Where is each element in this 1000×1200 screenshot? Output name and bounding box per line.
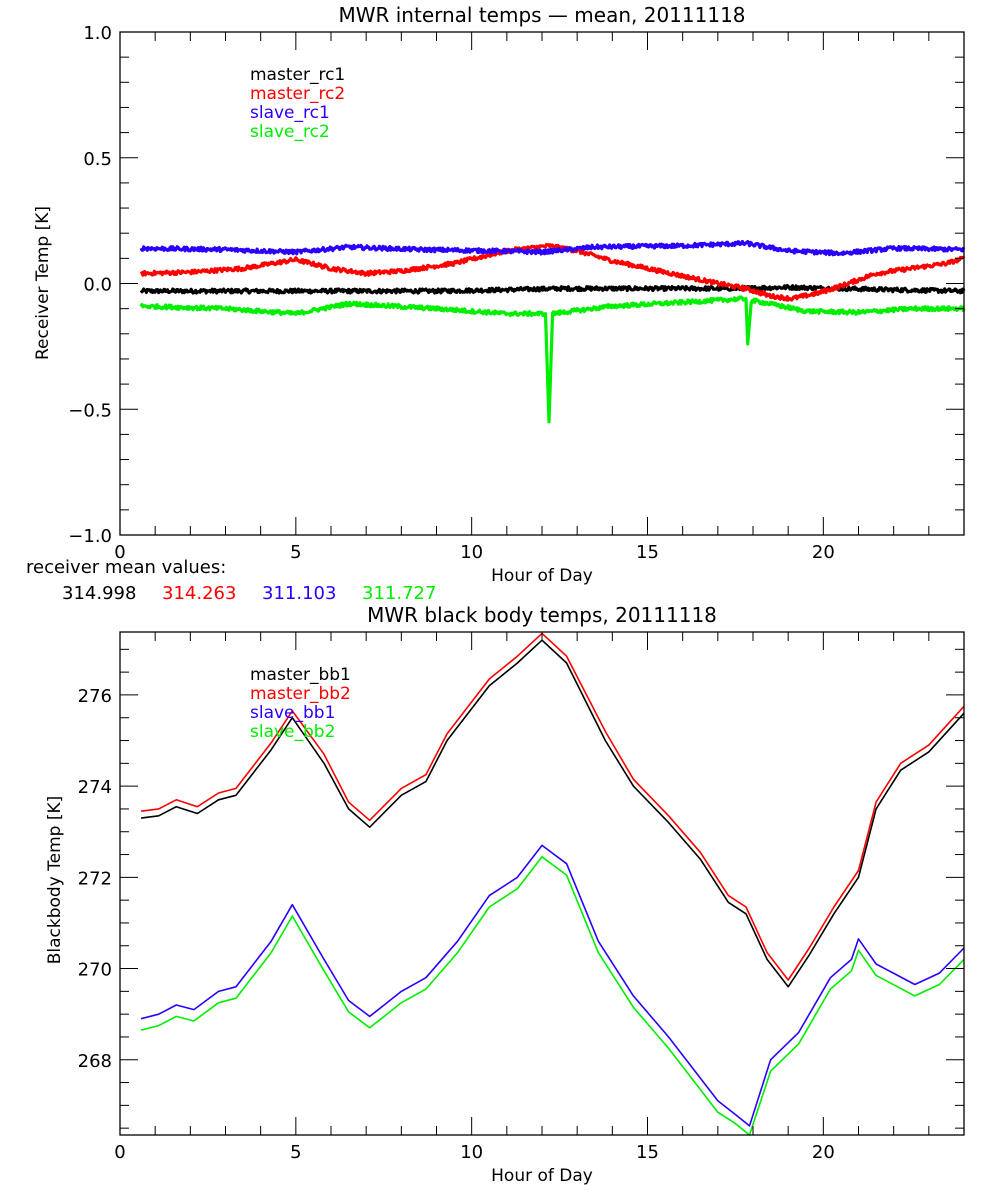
x-axis-label: Hour of Day (491, 1166, 593, 1186)
y-tick-label: 270 (78, 960, 112, 981)
legend-entry-master-rc2: master_rc2 (250, 84, 345, 104)
legend-entry-master-bb2: master_bb2 (250, 684, 351, 704)
series-line-slave-rc1 (139, 239, 966, 257)
x-tick-label: 15 (636, 1142, 659, 1163)
x-tick-label: 20 (812, 1142, 835, 1163)
receiver-temps-chart: MWR internal temps — mean, 20111118 0 5 10… (33, 3, 966, 586)
x-tick-label: 0 (114, 542, 125, 563)
legend-entry-master-bb1: master_bb1 (250, 665, 351, 685)
receiver-mean-value: 314.263 (162, 583, 236, 604)
y-axis-label: Blackbody Temp [K] (45, 796, 65, 965)
plot-frame (119, 631, 965, 1136)
legend-entry-slave-bb1: slave_bb1 (250, 703, 335, 723)
y-tick-label: −1.0 (68, 526, 112, 547)
receiver-means-label: receiver mean values: (26, 557, 226, 578)
x-tick-label: 5 (290, 1142, 301, 1163)
receiver-mean-value: 311.727 (362, 583, 436, 604)
chart-title: MWR black body temps, 20111118 (367, 603, 717, 627)
x-tick-label: 10 (460, 1142, 483, 1163)
legend-entry-slave-bb2: slave_bb2 (250, 722, 335, 742)
x-axis-label: Hour of Day (491, 566, 593, 586)
y-tick-label: 272 (78, 868, 112, 889)
legend-entry-slave-rc1: slave_rc1 (250, 103, 330, 123)
chart-title: MWR internal temps — mean, 20111118 (338, 3, 745, 27)
y-tick-label: 1.0 (83, 23, 112, 44)
x-tick-label: 15 (636, 542, 659, 563)
receiver-means: receiver mean values: 314.998 314.263 31… (26, 557, 436, 604)
series-line-slave-rc2 (139, 295, 966, 424)
y-tick-label: 0.5 (83, 149, 112, 170)
receiver-mean-value: 314.998 (62, 583, 136, 604)
series-line-slave-bb2 (140, 856, 965, 1136)
plot-frame (119, 31, 965, 536)
y-tick-label: 268 (78, 1051, 112, 1072)
y-axis-label: Receiver Temp [K] (33, 206, 53, 360)
plot-area: 0 5 10 15 20 −1.0 −0.5 0.0 0.5 1.0 master_rc1maste… (68, 23, 966, 563)
plot-area: 0 5 10 15 20 268 270 272 274 276 master_bb1master_… (78, 631, 965, 1163)
x-tick-label: 20 (812, 542, 835, 563)
receiver-mean-value: 311.103 (262, 583, 336, 604)
y-tick-label: 0.0 (83, 275, 112, 296)
series-line-slave-bb1 (140, 844, 965, 1127)
y-tick-label: −0.5 (68, 400, 112, 421)
x-tick-label: 10 (460, 542, 483, 563)
legend-entry-slave-rc2: slave_rc2 (250, 122, 330, 142)
y-tick-label: 274 (78, 777, 112, 798)
series-line-master-rc2 (139, 242, 966, 302)
y-tick-label: 276 (78, 686, 112, 707)
legend-entry-master-rc1: master_rc1 (250, 65, 345, 85)
x-tick-label: 0 (114, 1142, 125, 1163)
blackbody-temps-chart: MWR black body temps, 20111118 0 5 10 15 20 2… (45, 603, 965, 1186)
x-tick-label: 5 (290, 542, 301, 563)
